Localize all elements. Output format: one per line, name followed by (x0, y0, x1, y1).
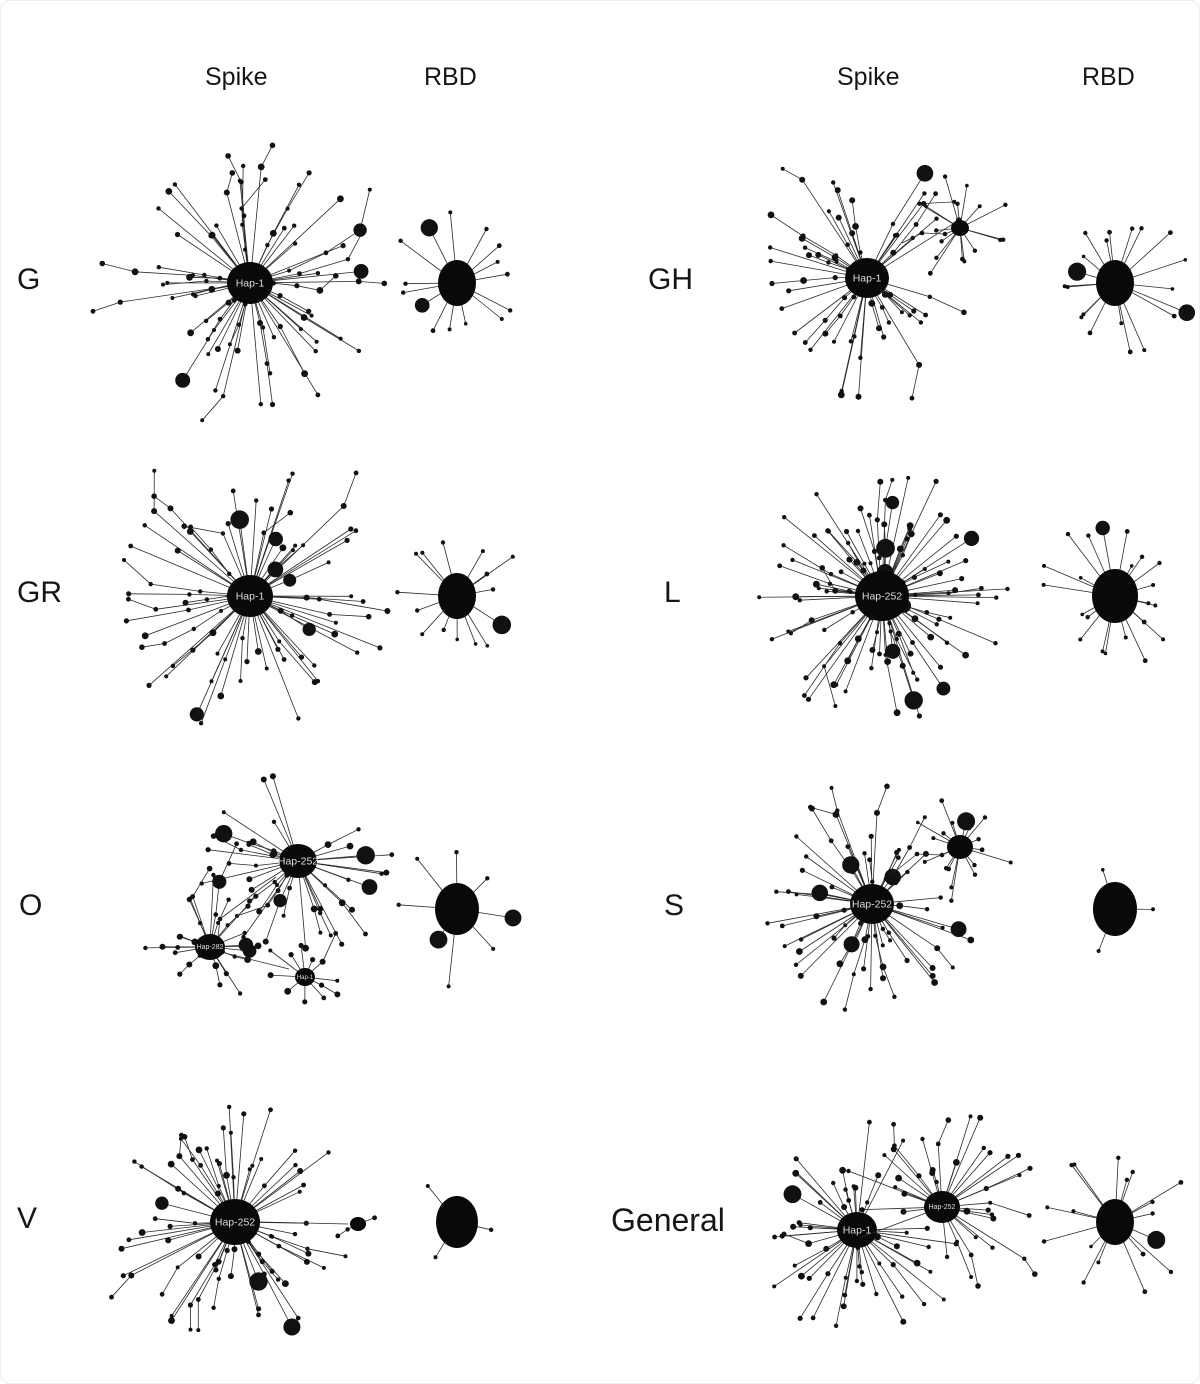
svg-text:Hap-1: Hap-1 (297, 975, 314, 981)
svg-text:Hap-252: Hap-252 (215, 1216, 255, 1228)
svg-text:Hap-1: Hap-1 (853, 272, 882, 284)
svg-text:Hap-282: Hap-282 (197, 944, 224, 951)
svg-text:Hap-1: Hap-1 (236, 277, 265, 289)
svg-text:Hap-252: Hap-252 (862, 590, 902, 602)
svg-text:Hap-252: Hap-252 (278, 855, 318, 867)
svg-text:Hap-252: Hap-252 (852, 898, 892, 910)
svg-text:Hap-252: Hap-252 (929, 1204, 956, 1211)
svg-text:Hap-1: Hap-1 (236, 590, 265, 602)
